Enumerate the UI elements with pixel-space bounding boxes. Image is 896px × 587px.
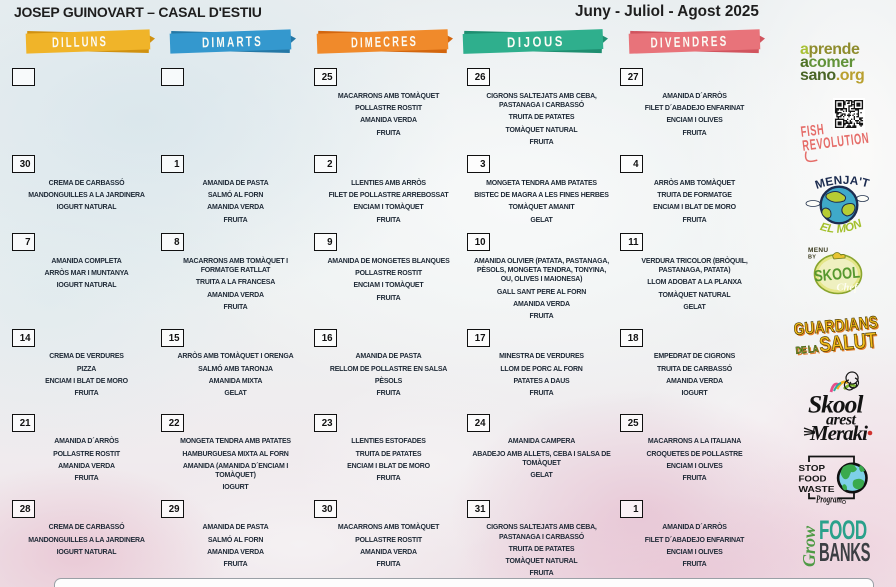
svg-text:Meraki: Meraki bbox=[809, 421, 868, 445]
svg-text:MENJA'T: MENJA'T bbox=[813, 173, 871, 192]
svg-text:DIJOUS: DIJOUS bbox=[507, 34, 565, 51]
svg-text:DIVENDRES: DIVENDRES bbox=[650, 34, 728, 52]
svg-text:DIMARTS: DIMARTS bbox=[202, 34, 263, 51]
svg-text:MENU: MENU bbox=[808, 247, 828, 254]
svg-text:DIMECRES: DIMECRES bbox=[351, 34, 418, 52]
svg-text:FOOD: FOOD bbox=[799, 474, 827, 484]
svg-text:DILLUNS: DILLUNS bbox=[52, 34, 108, 51]
svg-text:arest: arest bbox=[826, 412, 857, 429]
svg-text:Chef: Chef bbox=[837, 283, 860, 294]
svg-text:Skool: Skool bbox=[808, 390, 864, 419]
svg-text:BY: BY bbox=[808, 255, 816, 261]
svg-text:STOP: STOP bbox=[799, 463, 826, 473]
svg-text:Program: Program bbox=[816, 495, 842, 506]
svg-text:SKOOL: SKOOL bbox=[813, 265, 860, 286]
svg-text:WASTE: WASTE bbox=[799, 484, 835, 494]
